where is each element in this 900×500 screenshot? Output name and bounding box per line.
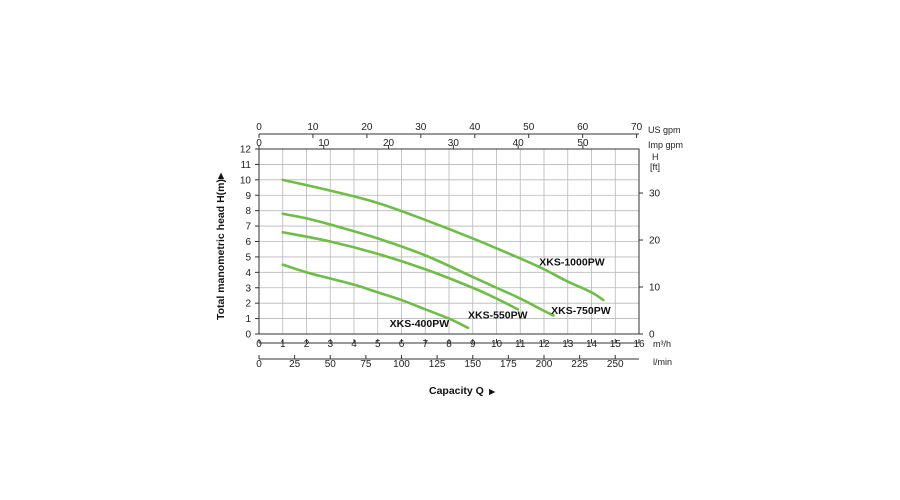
y-tick-label: 12: [240, 145, 252, 156]
x-tick-label: 0: [256, 339, 262, 350]
imp-gpm-tick-label: 20: [383, 138, 395, 149]
x-axis-title-arrow: ►: [487, 386, 497, 398]
x-tick-label: 7: [422, 339, 428, 350]
us-gpm-tick-label: 60: [577, 122, 589, 133]
lmin-tick-label: 150: [464, 359, 481, 370]
y-tick-label: 7: [245, 222, 251, 233]
x-axis-m3h: 0 1 2 3 4 5 6 7 8 9 10 11 12 13 14 15 16: [256, 339, 645, 350]
lmin-tick-label: 50: [325, 359, 337, 370]
imp-gpm-tick-label: 30: [448, 138, 460, 149]
label-xks-1000pw: XKS-1000PW: [539, 256, 604, 268]
x-tick-label: 14: [586, 339, 598, 350]
us-gpm-tick-label: 0: [256, 122, 262, 133]
y-tick-label: 2: [245, 299, 251, 310]
flow-gpm-axes: 0 10 20 30 40 50 60 70 0 10 20 30 40 50: [256, 122, 643, 149]
y-tick-label: 5: [245, 252, 251, 263]
lmin-tick-label: 125: [429, 359, 446, 370]
us-gpm-tick-label: 10: [307, 122, 319, 133]
lmin-tick-label: 75: [360, 359, 372, 370]
series-labels: XKS-1000PW XKS-750PW XKS-550PW XKS-400PW: [390, 256, 611, 330]
lmin-tick-label: 175: [500, 359, 517, 370]
y-tick-label: 6: [245, 237, 251, 248]
lmin-tick-label: 225: [571, 359, 588, 370]
x-tick-label: 16: [633, 339, 645, 350]
imp-gpm-tick-label: 40: [513, 138, 525, 149]
x-tick-label: 9: [470, 339, 476, 350]
imp-gpm-unit: Imp gpm: [648, 140, 683, 150]
us-gpm-tick-label: 50: [523, 122, 535, 133]
lmin-unit: l/min: [653, 357, 672, 367]
x-tick-label: 5: [375, 339, 381, 350]
y-tick-label: 4: [245, 268, 251, 279]
head-ft-unit-h: H: [652, 152, 659, 162]
grid: [259, 149, 639, 334]
y-tick-label: 10: [240, 175, 252, 186]
y-axis-head-ft: 0 10 20 30: [639, 189, 661, 341]
y-tick-label: 0: [245, 330, 251, 341]
ft-tick-label: 20: [649, 236, 661, 247]
lmin-tick-label: 0: [256, 359, 262, 370]
x-tick-label: 3: [327, 339, 333, 350]
us-gpm-tick-label: 70: [631, 122, 643, 133]
y-tick-label: 3: [245, 283, 251, 294]
y-tick-label: 9: [245, 191, 251, 202]
curve-xks-400pw: [281, 263, 470, 330]
y-tick-label: 8: [245, 206, 251, 217]
x-axis-title: Capacity Q: [429, 385, 484, 397]
imp-gpm-tick-label: 10: [318, 138, 330, 149]
x-tick-label: 6: [399, 339, 405, 350]
us-gpm-tick-label: 20: [361, 122, 373, 133]
us-gpm-unit: US gpm: [648, 125, 681, 135]
label-xks-750pw: XKS-750PW: [551, 305, 611, 317]
x-tick-label: 1: [280, 339, 286, 350]
lmin-tick-label: 250: [607, 359, 624, 370]
x-tick-label: 11: [515, 339, 526, 350]
x-tick-label: 15: [610, 339, 622, 350]
x-tick-label: 8: [446, 339, 452, 350]
us-gpm-tick-label: 30: [415, 122, 427, 133]
x-axis-lmin: 0 25 50 75 100 125 150 175 200 225 250: [256, 355, 639, 370]
x-tick-label: 4: [351, 339, 357, 350]
x-tick-label: 13: [562, 339, 574, 350]
label-xks-550pw: XKS-550PW: [468, 310, 528, 322]
imp-gpm-tick-label: 50: [577, 138, 589, 149]
us-gpm-tick-label: 40: [469, 122, 481, 133]
curve-xks-750pw: [281, 212, 555, 317]
ft-tick-label: 10: [649, 283, 661, 294]
curve-xks-550pw: [281, 230, 520, 311]
x-tick-label: 10: [491, 339, 503, 350]
y-axis-title-arrow: ►: [215, 171, 227, 181]
performance-curves: [281, 178, 605, 330]
lmin-tick-label: 25: [289, 359, 301, 370]
x-tick-label: 12: [538, 339, 550, 350]
ft-tick-label: 30: [649, 189, 661, 200]
ft-tick-label: 0: [649, 330, 655, 341]
y-axis-title: Total manometric head H(m): [215, 179, 227, 320]
label-xks-400pw: XKS-400PW: [390, 318, 450, 330]
x-tick-label: 2: [304, 339, 310, 350]
m3h-unit: m³/h: [653, 339, 671, 349]
lmin-tick-label: 200: [536, 359, 553, 370]
y-tick-label: 11: [241, 160, 252, 171]
curve-xks-1000pw: [281, 178, 605, 302]
head-ft-unit-ft: [ft]: [650, 162, 660, 172]
y-tick-label: 1: [245, 314, 251, 325]
imp-gpm-tick-label: 0: [256, 138, 262, 149]
lmin-tick-label: 100: [393, 359, 410, 370]
